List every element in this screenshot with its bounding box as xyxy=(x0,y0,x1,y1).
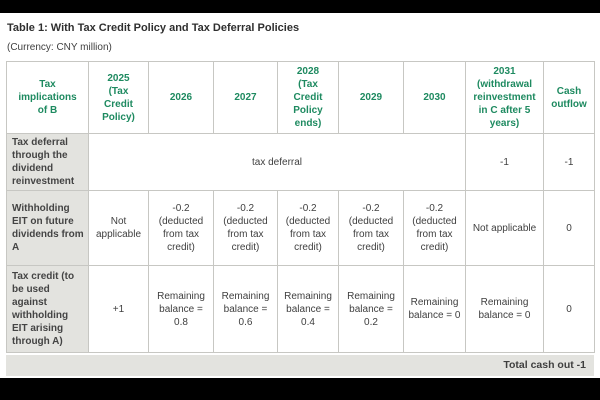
col-header-2029: 2029 xyxy=(338,61,404,134)
col-header-2031: 2031 (withdrawal reinvestment in C after… xyxy=(465,61,544,134)
col-header-2027: 2027 xyxy=(213,61,278,134)
cell-withholding-2029: -0.2 (deducted from tax credit) xyxy=(338,190,404,266)
cell-withholding-2027: -0.2 (deducted from tax credit) xyxy=(213,190,278,266)
cell-taxcredit-2026: Remaining balance = 0.8 xyxy=(148,265,214,353)
table-row-withholding-eit: Withholding EIT on future dividends from… xyxy=(6,190,595,266)
table-title: Table 1: With Tax Credit Policy and Tax … xyxy=(7,22,300,34)
cell-withholding-2025: Not applicable xyxy=(88,190,149,266)
cell-tax-deferral-cashflow: -1 xyxy=(543,133,595,191)
cell-withholding-2030: -0.2 (deducted from tax credit) xyxy=(403,190,466,266)
cell-taxcredit-2025: +1 xyxy=(88,265,149,353)
total-cash-out-bar: Total cash out -1 xyxy=(6,355,594,376)
cell-taxcredit-2028: Remaining balance = 0.4 xyxy=(277,265,339,353)
table-row-tax-credit: Tax credit (to be used against withholdi… xyxy=(6,265,595,353)
row-label-tax-deferral: Tax deferral through the dividend reinve… xyxy=(6,133,89,191)
cell-withholding-cashflow: 0 xyxy=(543,190,595,266)
col-header-2026: 2026 xyxy=(148,61,214,134)
cell-withholding-2028: -0.2 (deducted from tax credit) xyxy=(277,190,339,266)
currency-note: (Currency: CNY million) xyxy=(7,42,112,53)
cell-taxcredit-2027: Remaining balance = 0.6 xyxy=(213,265,278,353)
tax-policy-table: Tax implications of B 2025 (Tax Credit P… xyxy=(6,61,595,353)
row-label-withholding-eit: Withholding EIT on future dividends from… xyxy=(6,190,89,266)
cell-taxcredit-2030: Remaining balance = 0 xyxy=(403,265,466,353)
row-label-tax-credit: Tax credit (to be used against withholdi… xyxy=(6,265,89,353)
cell-tax-deferral-2031: -1 xyxy=(465,133,544,191)
col-header-2025: 2025 (Tax Credit Policy) xyxy=(88,61,149,134)
cell-withholding-2031: Not applicable xyxy=(465,190,544,266)
col-header-cash-outflow: Cash outflow xyxy=(543,61,595,134)
col-header-tax-implications: Tax implications of B xyxy=(6,61,89,134)
cell-taxcredit-2029: Remaining balance = 0.2 xyxy=(338,265,404,353)
table-row-tax-deferral: Tax deferral through the dividend reinve… xyxy=(6,133,595,191)
col-header-2028: 2028 (Tax Credit Policy ends) xyxy=(277,61,339,134)
col-header-2030: 2030 xyxy=(403,61,466,134)
header-row: Tax implications of B 2025 (Tax Credit P… xyxy=(6,61,595,134)
cell-taxcredit-cashflow: 0 xyxy=(543,265,595,353)
cell-withholding-2026: -0.2 (deducted from tax credit) xyxy=(148,190,214,266)
cell-taxcredit-2031: Remaining balance = 0 xyxy=(465,265,544,353)
cell-tax-deferral-merged: tax deferral xyxy=(88,133,466,191)
document-page: Table 1: With Tax Credit Policy and Tax … xyxy=(0,13,600,378)
